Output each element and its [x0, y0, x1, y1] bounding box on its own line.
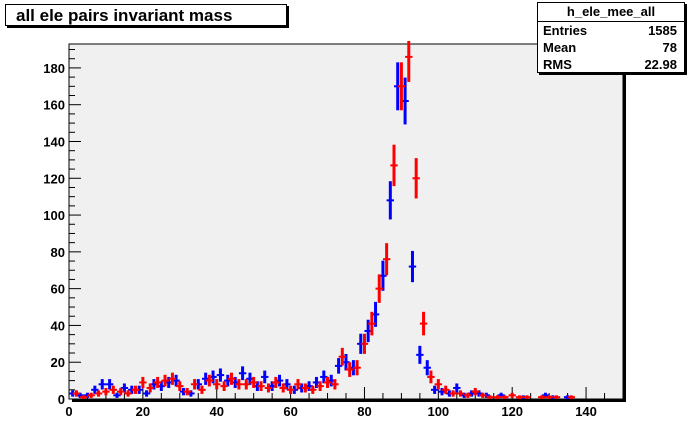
- x-tick-label: 140: [575, 404, 597, 419]
- stats-label: Entries: [543, 23, 588, 38]
- y-tick-label: 60: [51, 282, 65, 297]
- x-tick-label: 100: [427, 404, 449, 419]
- x-tick-label: 60: [283, 404, 297, 419]
- stats-box: h_ele_mee_all Entries 1585 Mean 78 RMS 2…: [537, 2, 685, 73]
- y-tick-label: 180: [43, 61, 65, 76]
- y-tick-label: 160: [43, 98, 65, 113]
- stats-histogram-name: h_ele_mee_all: [538, 3, 684, 22]
- chart-title-box: all ele pairs invariant mass: [5, 4, 287, 26]
- stats-label: Mean: [543, 40, 577, 55]
- chart-title: all ele pairs invariant mass: [16, 6, 233, 25]
- y-tick-label: 0: [58, 392, 65, 407]
- x-tick-label: 20: [136, 404, 150, 419]
- stats-value: 78: [662, 40, 677, 55]
- y-tick-label: 80: [51, 245, 65, 260]
- y-tick-label: 140: [43, 134, 65, 149]
- y-tick-label: 20: [51, 355, 65, 370]
- stats-label: RMS: [543, 57, 572, 72]
- stats-value: 1585: [648, 23, 677, 38]
- stats-row-mean: Mean 78: [538, 39, 684, 56]
- x-tick-label: 0: [65, 404, 72, 419]
- stats-row-entries: Entries 1585: [538, 22, 684, 39]
- x-tick-label: 120: [501, 404, 523, 419]
- x-tick-label: 40: [209, 404, 223, 419]
- y-tick-label: 120: [43, 171, 65, 186]
- stats-value: 22.98: [644, 57, 677, 72]
- plot-area: [68, 43, 624, 400]
- stats-row-rms: RMS 22.98: [538, 56, 684, 73]
- x-tick-label: 80: [357, 404, 371, 419]
- y-tick-label: 40: [51, 318, 65, 333]
- y-tick-label: 100: [43, 208, 65, 223]
